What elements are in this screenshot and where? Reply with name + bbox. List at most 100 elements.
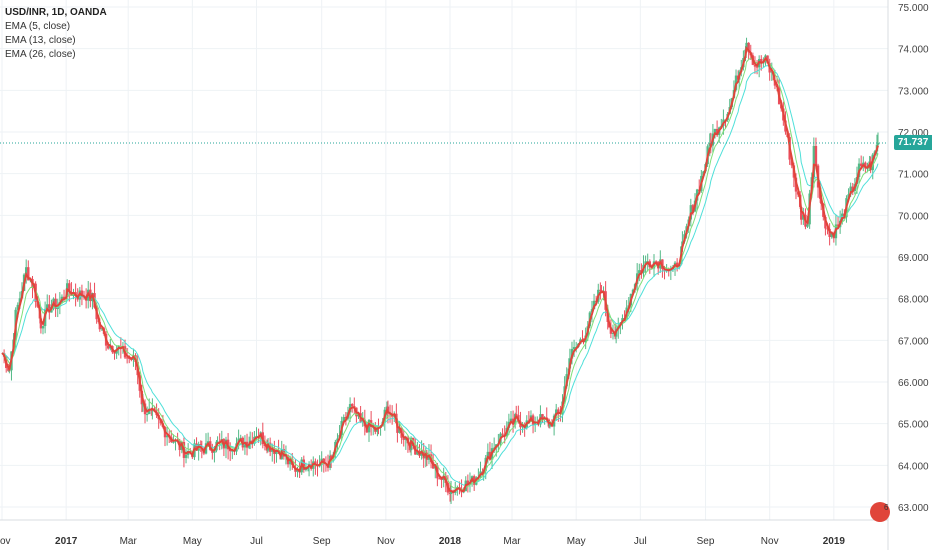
candle-body: [521, 426, 524, 428]
candle-body: [255, 435, 258, 437]
candle-body: [165, 435, 169, 438]
candle-body: [876, 142, 880, 145]
candle-body: [466, 480, 470, 485]
chart-series: [0, 37, 888, 504]
candle-body: [806, 224, 809, 227]
chart-grid: [0, 0, 888, 520]
candle-body: [411, 437, 415, 446]
price-tick-label: 67.000: [898, 336, 929, 347]
candle-body: [296, 469, 299, 472]
price-tick-label: 68.000: [898, 295, 929, 306]
price-tick-label: 73.000: [898, 86, 929, 97]
time-tick-label: Mar: [120, 536, 138, 547]
candle-body: [27, 267, 30, 281]
price-tick-label: 66.000: [898, 378, 929, 389]
candle-body: [638, 270, 641, 274]
candle-body: [48, 304, 51, 313]
candle-body: [342, 416, 345, 422]
time-tick-label: 2017: [55, 536, 78, 547]
candle-body: [515, 414, 518, 416]
candle-body: [304, 469, 308, 471]
candle-body: [302, 459, 306, 471]
candle-body: [213, 450, 216, 453]
candle-body: [509, 418, 513, 422]
candle-body: [609, 327, 613, 334]
price-tick-label: 69.000: [898, 253, 929, 264]
candle-body: [416, 451, 419, 455]
candle-body: [216, 441, 219, 443]
candle-body: [849, 186, 852, 195]
candle-body: [329, 455, 333, 459]
candle-body: [367, 420, 371, 433]
candle-body: [600, 289, 603, 293]
candle-body: [675, 262, 679, 268]
candle-body: [745, 42, 748, 50]
candle-body: [663, 269, 666, 272]
candle-body: [322, 458, 325, 464]
candle-body: [229, 449, 232, 452]
notifications-count: 6: [884, 503, 889, 512]
price-tick-label: 70.000: [898, 211, 929, 222]
candle-body: [46, 304, 49, 309]
candle-body: [859, 163, 863, 166]
candle-body: [288, 458, 292, 465]
legend-ema13: EMA (13, close): [5, 35, 76, 46]
time-tick-label: Jul: [250, 536, 263, 547]
legend-ema5: EMA (5, close): [5, 21, 71, 32]
candle-body: [555, 409, 558, 416]
candle-body: [350, 404, 354, 407]
candle-body: [747, 42, 750, 53]
candle-body: [533, 422, 537, 425]
ema-13-line: [1, 57, 879, 491]
time-tick-label: Nov: [377, 536, 395, 547]
candle-body: [828, 228, 831, 237]
candle-body: [275, 449, 278, 455]
candle-body: [715, 128, 719, 135]
candle-body: [449, 490, 453, 494]
candle-body: [814, 145, 818, 166]
ema-5-line: [1, 46, 879, 494]
price-axis: 75.000 74.000 73.000 72.000 71.000 70.000 69.0…: [887, 0, 929, 550]
legend-title: USD/INR, 1D, OANDA: [5, 7, 107, 18]
candle-body: [41, 326, 45, 329]
candle-body: [438, 478, 441, 480]
time-tick-label: May: [567, 536, 586, 547]
candle-body: [826, 228, 829, 230]
candle-body: [402, 437, 405, 440]
price-tick-label: 75.000: [898, 3, 929, 14]
time-tick-label: 2018: [439, 536, 462, 547]
candle-body: [557, 409, 560, 413]
time-tick-label: Sep: [697, 536, 715, 547]
price-tick-label: 64.000: [898, 461, 929, 472]
candle-body: [501, 433, 504, 435]
candle-body: [864, 162, 867, 169]
price-tick-label: 74.000: [898, 45, 929, 56]
candle-body: [231, 450, 234, 452]
candle-body: [145, 414, 149, 416]
candle-body: [80, 290, 84, 297]
candle-body: [713, 128, 717, 134]
candle-body: [766, 55, 769, 64]
chart-legend: USD/INR, 1D, OANDA EMA (5, close) EMA (1…: [5, 6, 107, 62]
candle-body: [107, 345, 110, 349]
flag-icon[interactable]: 6: [870, 502, 890, 522]
candle-body: [39, 318, 43, 329]
candle-body: [800, 206, 803, 220]
ema-26-line: [1, 65, 879, 486]
time-tick-label: May: [183, 536, 202, 547]
candle-body: [89, 289, 92, 302]
candle-body: [691, 205, 695, 212]
candle-body: [824, 216, 827, 229]
price-tick-label: 71.000: [898, 170, 929, 181]
candle-body: [148, 408, 151, 415]
candle-body: [486, 451, 490, 458]
candle-body: [548, 422, 552, 427]
time-tick-label: Sep: [313, 536, 331, 547]
price-tick-label: 72.000: [898, 128, 929, 139]
candle-body: [755, 66, 759, 68]
candle-body: [68, 283, 71, 292]
candle-body: [802, 214, 805, 220]
candle-body: [24, 267, 28, 275]
time-tick-label: Jul: [634, 536, 647, 547]
